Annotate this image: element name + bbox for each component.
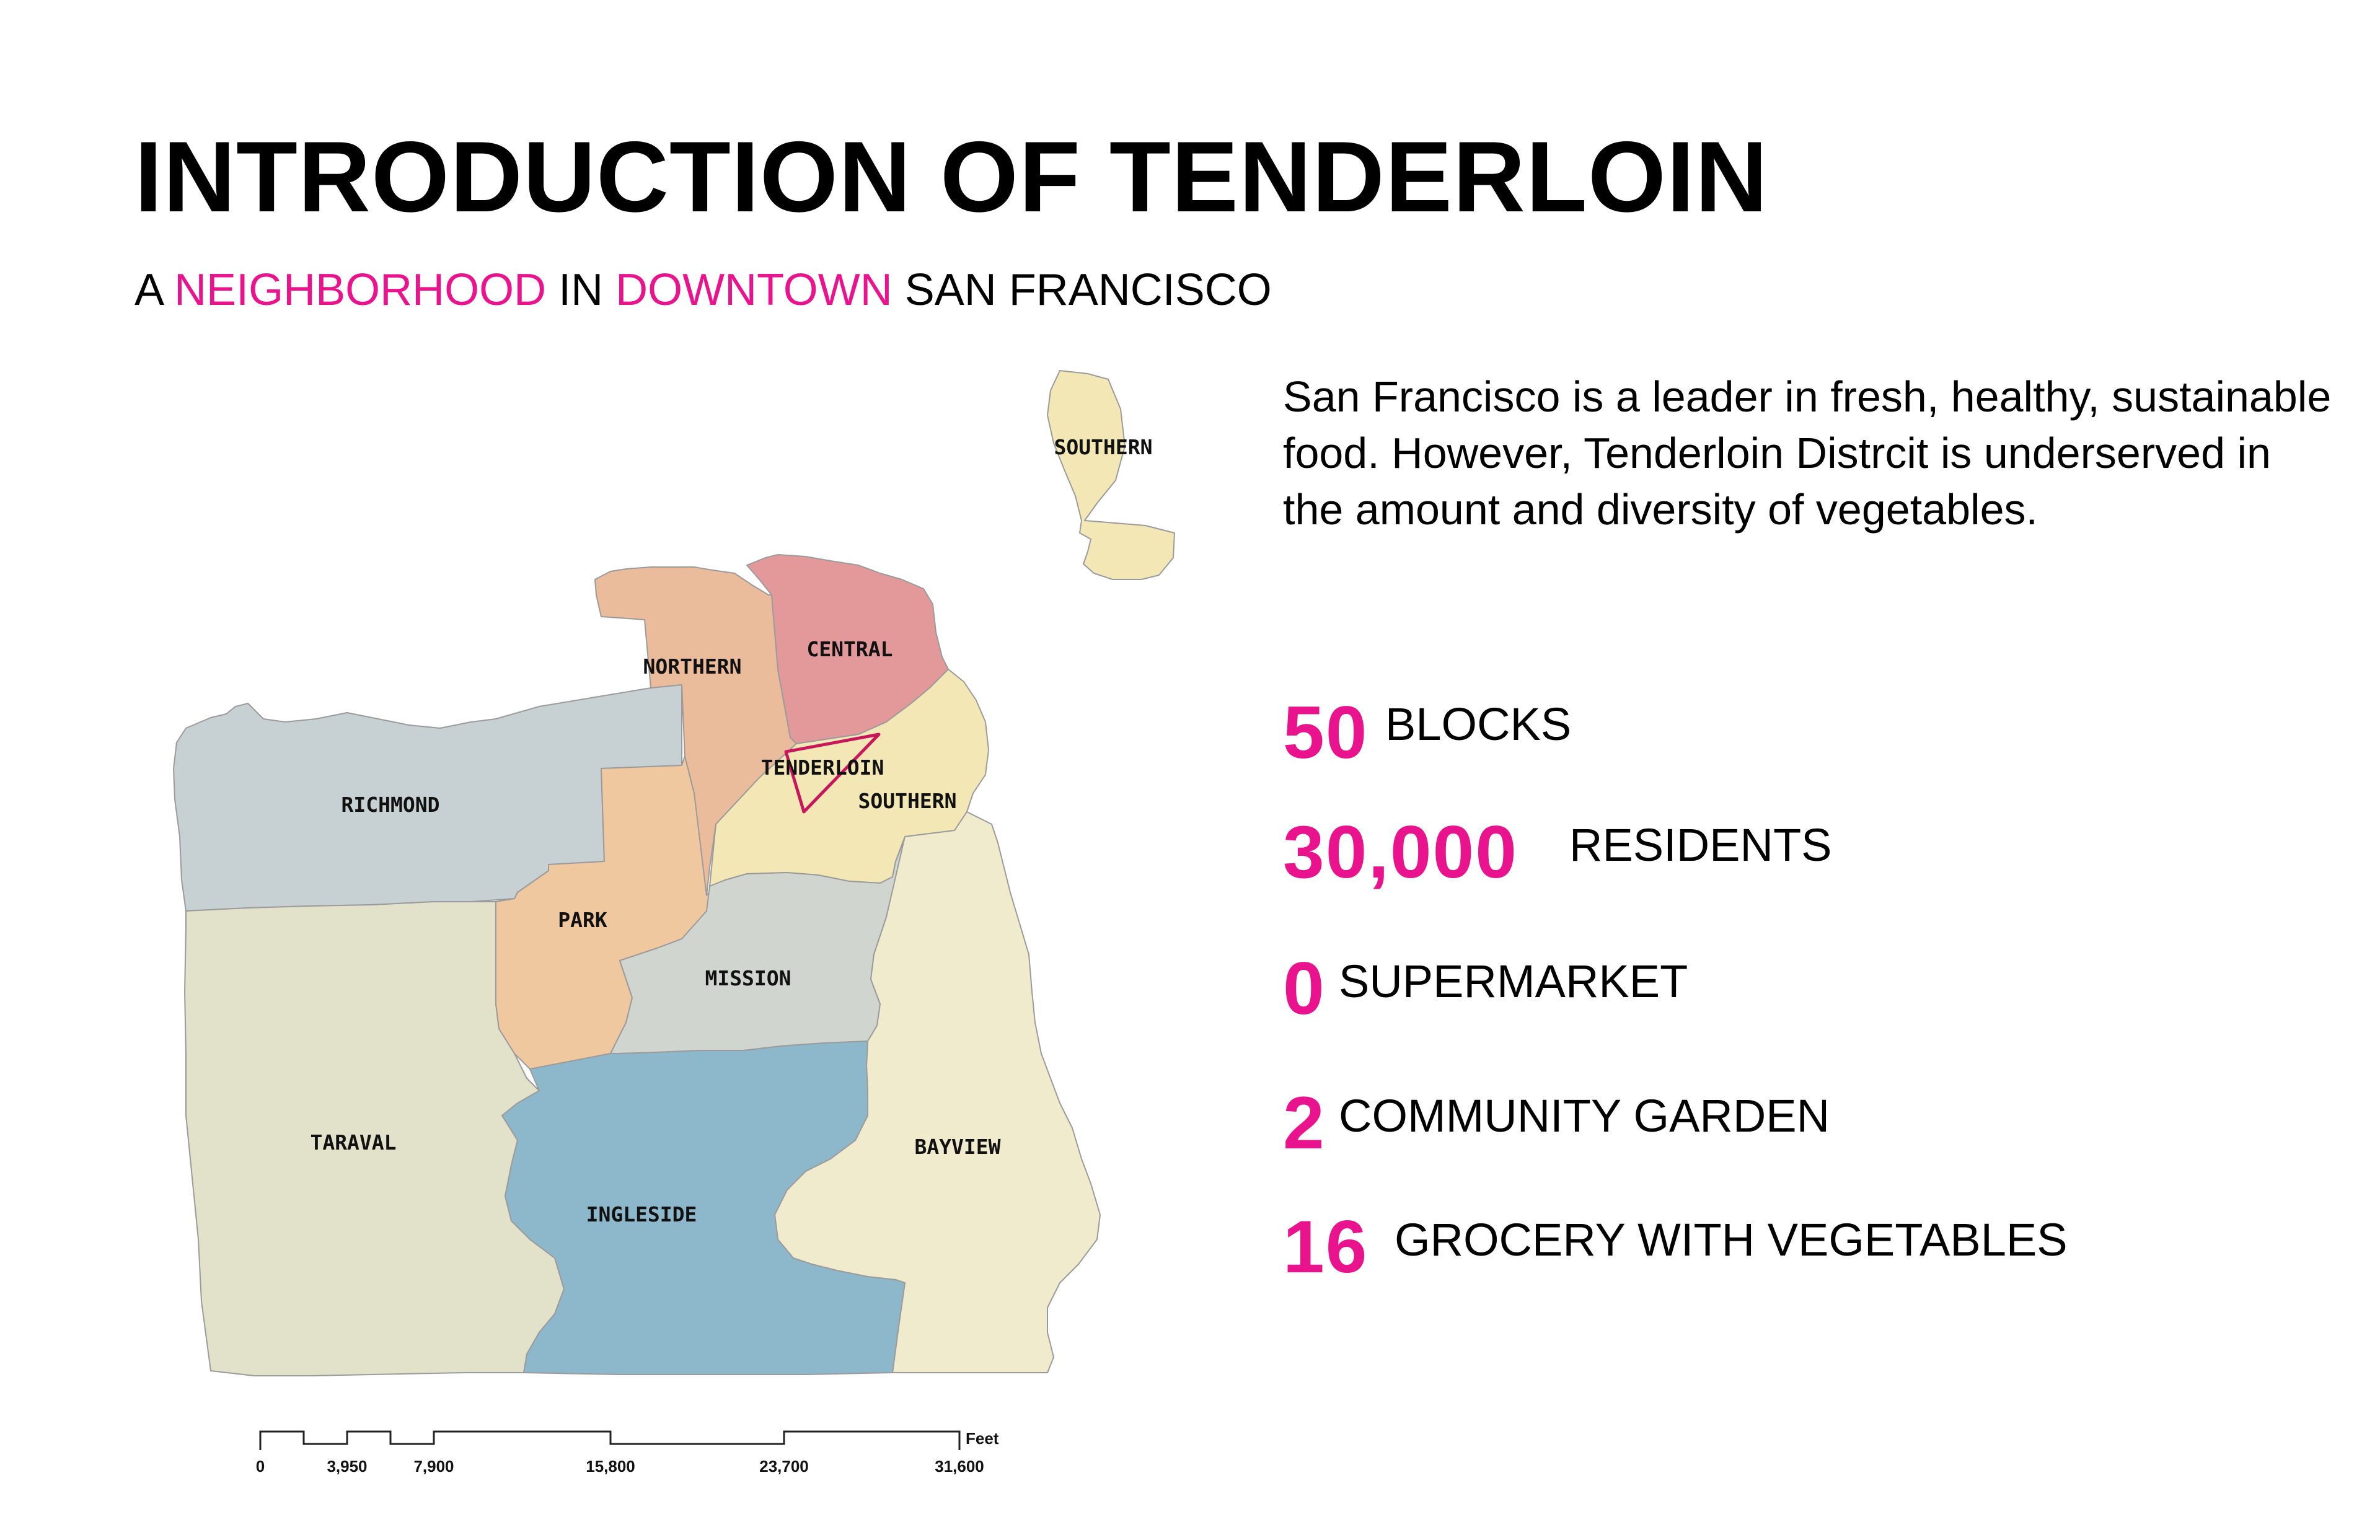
region-label-southern-island: SOUTHERN bbox=[1054, 435, 1153, 459]
subtitle-text: A bbox=[134, 265, 175, 315]
subtitle-highlight-neighborhood: NEIGHBORHOOD bbox=[174, 265, 547, 315]
region-ingleside bbox=[501, 1041, 906, 1375]
scale-tick-3950: 3,950 bbox=[327, 1457, 367, 1476]
region-label-richmond: RICHMOND bbox=[342, 793, 440, 817]
scale-tick-15800: 15,800 bbox=[586, 1457, 635, 1476]
stat-number: 50 bbox=[1283, 691, 1368, 774]
stat-number: 2 bbox=[1283, 1081, 1326, 1164]
region-label-central: CENTRAL bbox=[806, 637, 892, 661]
page-title: INTRODUCTION OF TENDERLOIN bbox=[134, 121, 1768, 233]
region-central bbox=[746, 554, 949, 744]
subtitle-highlight-downtown: DOWNTOWN bbox=[615, 265, 892, 315]
scale-bar-line bbox=[259, 1430, 961, 1450]
region-label-taraval: TARAVAL bbox=[310, 1130, 396, 1155]
stat-number: 0 bbox=[1283, 947, 1326, 1030]
region-label-tenderloin: TENDERLOIN bbox=[761, 755, 884, 780]
stat-label: GROCERY WITH VEGETABLES bbox=[1395, 1214, 2068, 1265]
scale-tick-7900: 7,900 bbox=[413, 1457, 454, 1476]
description: San Francisco is a leader in fresh, heal… bbox=[1283, 372, 2332, 534]
stat-label: COMMUNITY GARDEN bbox=[1339, 1090, 1830, 1142]
region-label-mission: MISSION bbox=[705, 966, 791, 990]
region-label-bayview: BAYVIEW bbox=[914, 1135, 1000, 1159]
subtitle-text: IN bbox=[546, 265, 616, 315]
region-tenderloin bbox=[784, 733, 881, 814]
stat-label: RESIDENTS bbox=[1569, 819, 1832, 871]
region-label-park: PARK bbox=[558, 908, 607, 932]
region-label-ingleside: INGLESIDE bbox=[586, 1202, 697, 1226]
scale-tick-23700: 23,700 bbox=[759, 1457, 809, 1476]
subtitle-text: SAN FRANCISCO bbox=[892, 265, 1272, 315]
stat-label: SUPERMARKET bbox=[1339, 956, 1688, 1007]
region-label-northern: NORTHERN bbox=[643, 654, 742, 679]
subtitle: A NEIGHBORHOOD IN DOWNTOWN SAN FRANCISCO bbox=[134, 268, 1272, 312]
stat-label: BLOCKS bbox=[1385, 698, 1572, 750]
scale-tick-31600: 31,600 bbox=[935, 1457, 984, 1476]
scale-bar: 0 3,950 7,900 15,800 23,700 31,600 Feet bbox=[256, 1429, 999, 1476]
region-label-southern: SOUTHERN bbox=[858, 789, 957, 813]
stat-number: 16 bbox=[1283, 1205, 1368, 1288]
scale-tick-0: 0 bbox=[256, 1457, 265, 1476]
region-southern-island bbox=[1047, 370, 1175, 580]
stat-number: 30,000 bbox=[1283, 811, 1518, 894]
scale-unit: Feet bbox=[966, 1429, 999, 1448]
